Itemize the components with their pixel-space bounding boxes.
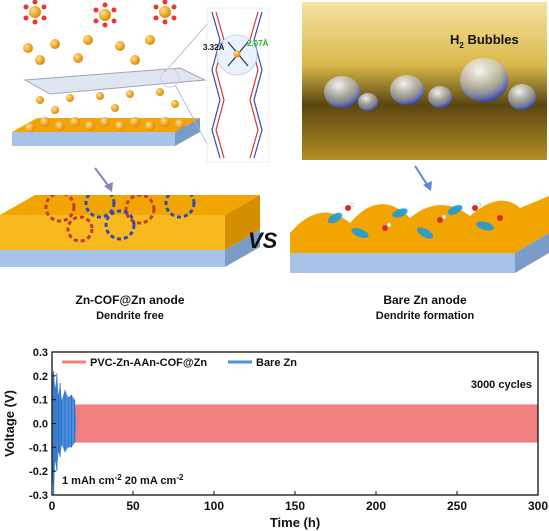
cof-anode-subtitle: Dendrite free [96, 310, 164, 322]
y-tick-label: -0.3 [29, 490, 48, 502]
hydrated-zn-ions [23, 0, 177, 65]
y-tick-label: 0.2 [33, 371, 48, 383]
cycles-annotation: 3000 cycles [471, 379, 532, 391]
bare-zn-anode-slab [290, 196, 549, 273]
x-tick-label: 150 [285, 499, 305, 513]
h2-bubbles-image: H2 Bubbles [302, 2, 547, 160]
y-tick-label: 0.3 [33, 347, 48, 359]
voltage-chart: 0.3 0.2 0.1 0.0 -0.1 -0.2 -0.30 50 100 150 200 250 3… [2, 347, 548, 530]
cof-anode-title: Zn-COF@Zn anode [75, 293, 185, 307]
x-tick-label: 50 [126, 499, 140, 513]
y-tick-label: 0.1 [33, 395, 48, 407]
x-tick-label: 100 [204, 499, 224, 513]
bubble [324, 76, 360, 108]
distance-b: 2.07Å [247, 39, 269, 48]
x-tick-label: 250 [447, 499, 467, 513]
legend-label-cof: PVC-Zn-AAn-COF@Zn [90, 357, 207, 369]
cof-zn-schematic: 3.32Å 2.07Å [12, 0, 270, 163]
cof-pore-detail [206, 7, 270, 163]
bare-anode-subtitle: Dendrite formation [375, 310, 475, 322]
zn-substrate [12, 132, 175, 146]
legend-label-bare: Bare Zn [256, 357, 297, 369]
y-tick-label: 0.0 [33, 419, 48, 431]
current-annotation: 1 mAh cm-2 20 mA cm-2 [62, 473, 184, 487]
vs-label: VS [248, 228, 278, 253]
cof-membrane [23, 67, 207, 95]
down-arrows [94, 165, 432, 192]
bare-anode-title: Bare Zn anode [383, 293, 467, 307]
y-axis-label: Voltage (V) [2, 390, 17, 457]
cof-zn-anode-slab [0, 195, 260, 267]
x-tick-label: 0 [49, 499, 56, 513]
x-tick-label: 200 [366, 499, 386, 513]
x-tick-label: 300 [528, 499, 548, 513]
h2-bubbles-label: H2 Bubbles [450, 32, 519, 50]
series-cof-envelope [74, 404, 539, 443]
y-tick-label: -0.2 [29, 466, 48, 478]
x-axis-label: Time (h) [270, 515, 320, 530]
y-tick-label: -0.1 [29, 442, 48, 454]
distance-a: 3.32Å [203, 43, 225, 52]
